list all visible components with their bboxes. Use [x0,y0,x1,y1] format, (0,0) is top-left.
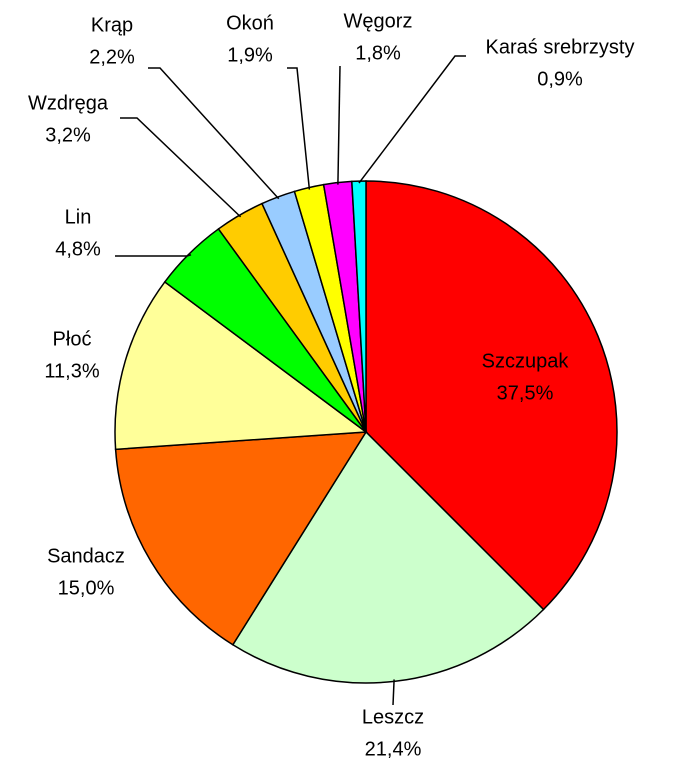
slice-value-label: 1,9% [227,44,273,66]
slice-value-label: 4,8% [55,238,101,260]
slice-label: Sandacz [47,545,125,567]
leader-line [120,117,242,218]
leader-line [392,679,395,706]
slice-value-label: 15,0% [58,577,115,599]
leader-line [148,67,280,200]
slice-value-label: 21,4% [365,738,422,760]
slice-label: Węgorz [344,10,413,32]
slice-value-label: 0,9% [537,68,583,90]
slice-value-label: 3,2% [45,124,91,146]
slice-label: Wzdręga [28,92,109,114]
slice-value-label: 11,3% [44,360,99,382]
pie-slice [114,431,368,646]
leader-line [337,65,341,185]
slice-label: Karaś srebrzysty [486,36,635,58]
pie-slice [114,280,369,451]
pie-slice [351,180,367,433]
leader-line [287,67,311,190]
slice-value-label: 2,2% [89,46,135,68]
slice-label: Okoń [226,12,274,34]
slice-value-label: 1,8% [355,42,401,64]
pie-slice [365,180,618,611]
slice-label: Lin [65,206,92,228]
slice-value-label: 37,5% [497,382,554,404]
leader-line [115,254,192,257]
slice-label: Krąp [91,14,133,36]
slice-label: Szczupak [482,350,570,372]
slice-label: Leszcz [362,706,424,728]
slice-label: Płoć [53,328,92,350]
leader-line [358,55,466,184]
